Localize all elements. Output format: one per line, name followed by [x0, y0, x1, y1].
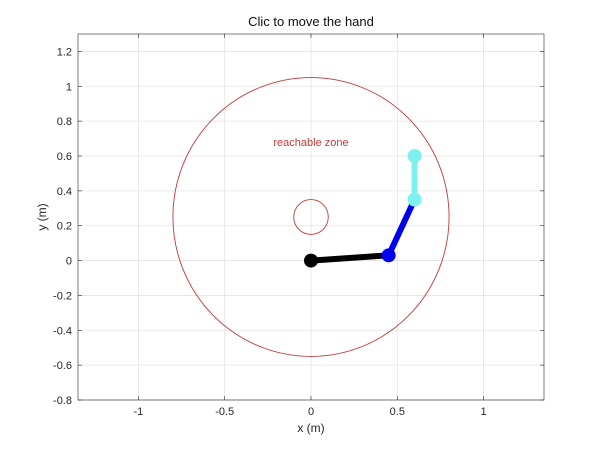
x-tick-label: 0 [308, 406, 314, 418]
y-tick-label: 0.4 [57, 186, 72, 198]
arm-segment [385, 196, 418, 259]
x-tick-label: -0.5 [215, 406, 234, 418]
arm-segment [308, 252, 392, 264]
chart-title: Clic to move the hand [248, 14, 374, 29]
arm-joint [304, 253, 318, 268]
x-tick-label: 0.5 [390, 406, 405, 418]
arm [304, 149, 422, 268]
x-axis-label: x (m) [297, 421, 324, 435]
y-axis-label: y (m) [35, 203, 49, 230]
zone-circle-inner [293, 199, 329, 235]
x-tick-label: -1 [134, 406, 144, 418]
arm-joint [407, 192, 422, 207]
y-tick-label: -0.8 [53, 395, 72, 407]
arm-joint [381, 248, 396, 263]
zone-circle-outer [172, 77, 450, 357]
ticks: -1 -0.5 0 0.5 1 -0.8 -0.6 -0.4 -0.2 0 0.2 0.4 0.6 0.8… [53, 34, 544, 418]
y-tick-label: 0 [66, 256, 72, 268]
reachable-zone-label: reachable zone [273, 137, 348, 149]
y-tick-label: 0.8 [57, 116, 72, 128]
y-tick-label: -0.6 [53, 360, 72, 372]
x-tick-label: 1 [481, 406, 487, 418]
zones [172, 77, 450, 357]
y-tick-label: 1.2 [57, 46, 72, 58]
y-tick-label: 0.6 [57, 151, 72, 163]
y-tick-label: -0.2 [53, 290, 72, 302]
y-tick-label: 0.2 [57, 221, 72, 233]
y-tick-label: -0.4 [53, 325, 72, 337]
y-tick-label: 1 [66, 81, 72, 93]
arm-joint [407, 149, 422, 163]
